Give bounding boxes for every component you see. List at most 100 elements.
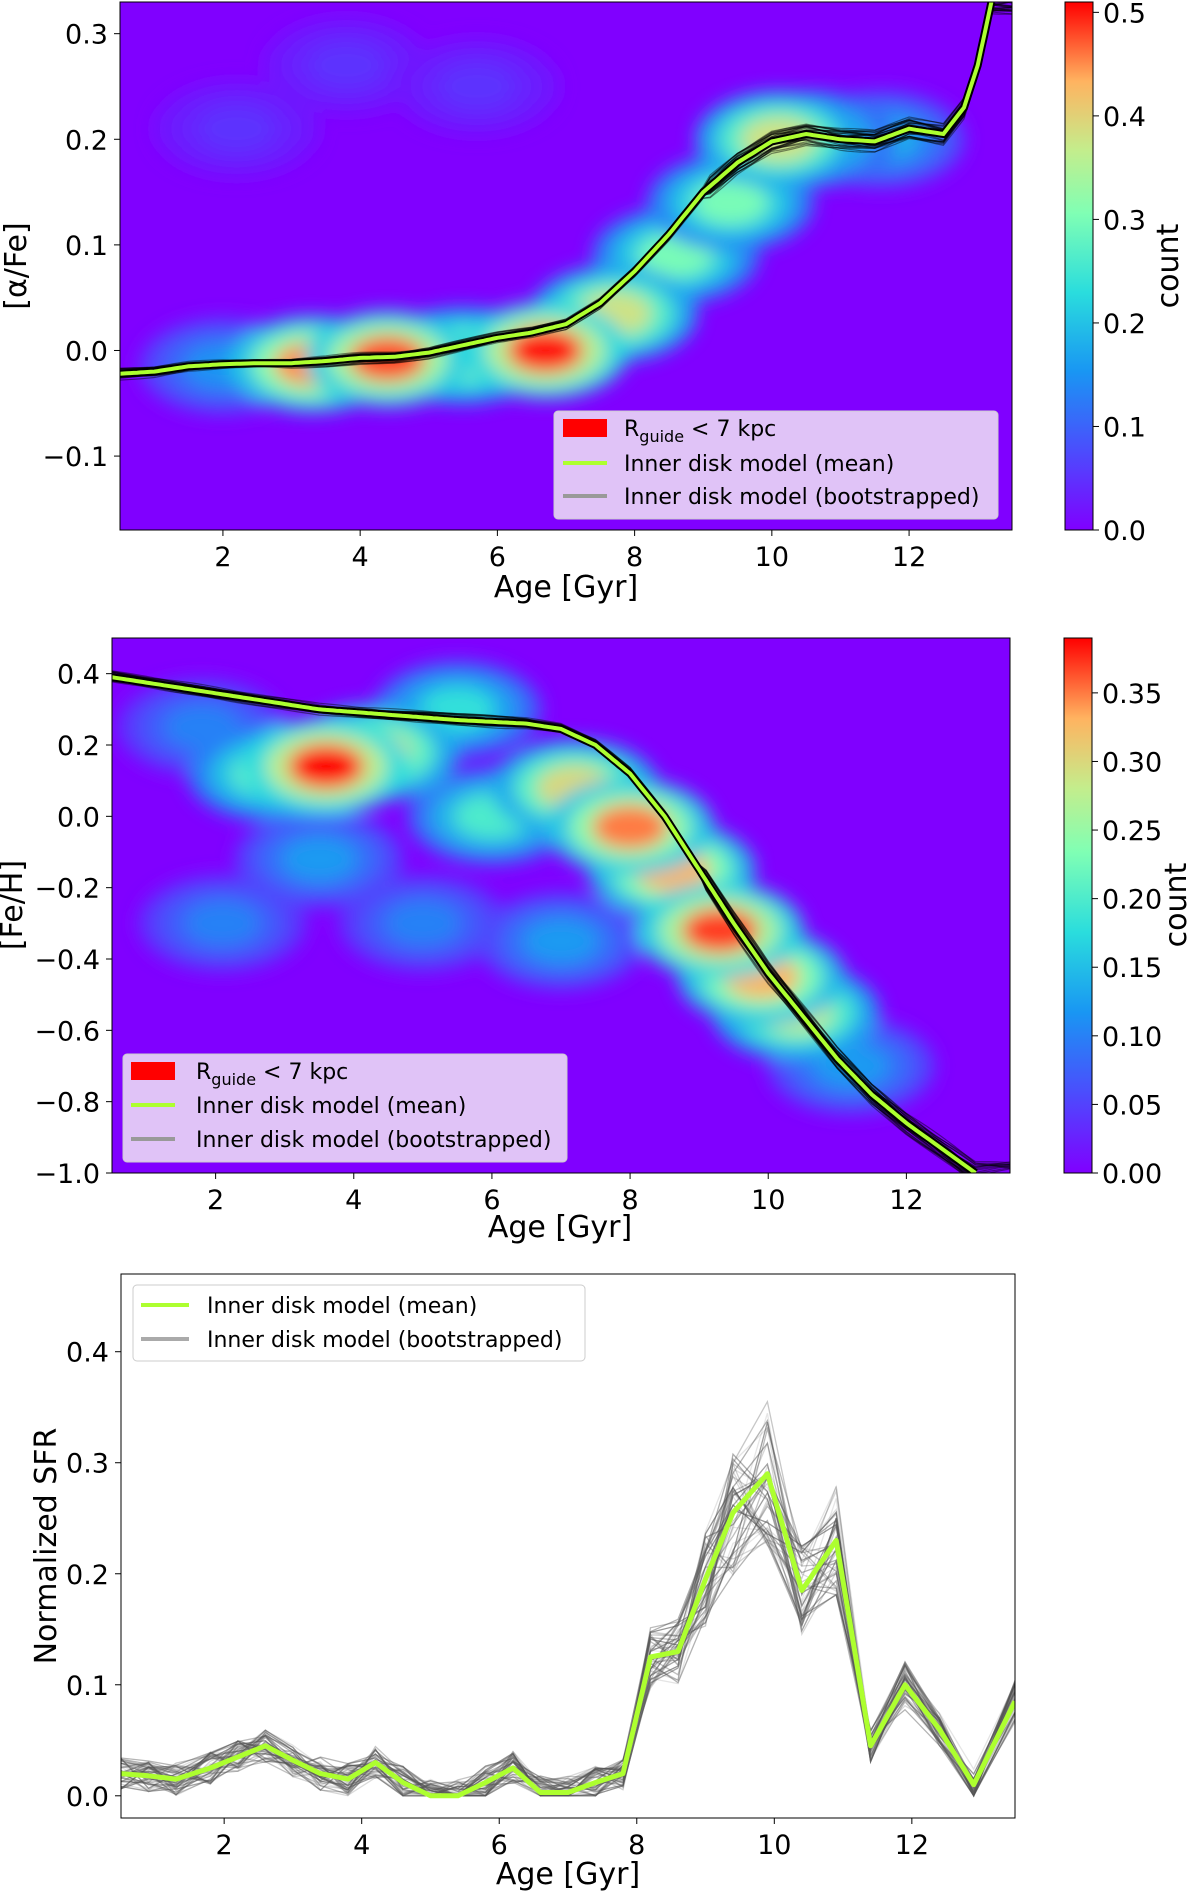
bootstrap-curve (121, 1413, 1015, 1797)
bootstrap-curve (121, 1399, 1015, 1797)
alpha-fe-colorbar-gradient (1064, 1, 1094, 531)
fe-h-x-ticks: 2 4 6 8 10 12 (207, 1173, 924, 1216)
bootstrap-curve (121, 1539, 1015, 1797)
alpha-fe-x-ticks: 2 4 6 8 10 12 (214, 530, 926, 573)
fe-h-colorbar: 0.00 0.05 0.10 0.15 0.20 0.25 0.30 0.35 count (1063, 637, 1194, 1190)
alpha-fe-legend-label-2: Inner disk model (mean) (624, 452, 894, 477)
bootstrap-curve (121, 1474, 1015, 1797)
sfr-x-ticks: 2 4 6 8 10 12 (216, 1818, 929, 1861)
y-tick-label: 0.4 (66, 1338, 109, 1369)
x-tick-label: 2 (216, 1830, 233, 1861)
alpha-fe-legend: Rguide < 7 kpc Inner disk model (mean) I… (553, 410, 999, 520)
x-tick-label: 12 (889, 1185, 923, 1216)
colorbar-tick-label: 0.10 (1102, 1022, 1162, 1053)
alpha-fe-colorbar: 0.0 0.1 0.2 0.3 0.4 0.5 count (1064, 0, 1186, 547)
density-blob (308, 43, 385, 88)
colorbar-tick-label: 0.15 (1102, 953, 1162, 984)
y-tick-label: −0.4 (34, 945, 100, 976)
sfr-x-label: Age [Gyr] (496, 1857, 640, 1892)
fe-h-legend-box (122, 1053, 568, 1163)
density-blob (384, 901, 461, 946)
x-tick-label: 2 (214, 542, 231, 573)
density-blob (592, 805, 669, 850)
sfr-y-label: Normalized SFR (29, 1428, 64, 1665)
colorbar-tick-label: 0.4 (1103, 102, 1146, 133)
fe-h-y-ticks: −1.0 −0.8 −0.6 −0.4 −0.2 0.0 0.2 0.4 (34, 660, 112, 1190)
colorbar-tick-label: 0.35 (1102, 679, 1162, 710)
y-tick-label: 0.2 (65, 125, 108, 156)
sfr-legend: Inner disk model (mean) Inner disk model… (132, 1284, 586, 1362)
sfr-y-ticks: 0.0 0.1 0.2 0.3 0.4 (66, 1338, 121, 1813)
fe-h-legend-label-1: Rguide < 7 kpc (196, 1060, 348, 1089)
y-tick-label: 0.3 (65, 20, 108, 51)
alpha-fe-frame (119, 1, 1013, 531)
sfr-legend-box (132, 1284, 586, 1362)
alpha-fe-colorbar-label: count (1151, 223, 1186, 308)
colorbar-tick-label: 0.2 (1103, 309, 1146, 340)
density-blob (523, 919, 599, 964)
x-tick-label: 12 (895, 1830, 929, 1861)
alpha-fe-y-label: [α/Fe] (0, 222, 34, 309)
x-tick-label: 4 (345, 1185, 362, 1216)
bootstrap-curve (121, 1505, 1015, 1797)
x-tick-label: 8 (626, 542, 643, 573)
y-tick-label: 0.3 (66, 1449, 109, 1480)
density-blob (692, 180, 769, 225)
fe-h-colorbar-label: count (1159, 862, 1194, 947)
alpha-fe-y-ticks: −0.1 0.0 0.1 0.2 0.3 (42, 20, 120, 473)
fe-h-legend-label-2: Inner disk model (mean) (196, 1094, 466, 1119)
y-tick-label: 0.2 (57, 731, 100, 762)
sfr-legend-label-1: Inner disk model (mean) (207, 1294, 477, 1319)
fe-h-panel: 2 4 6 8 10 12 −1.0 −0.8 −0.6 −0.4 −0.2 0.0 0.2 0.4 A… (0, 637, 1194, 1245)
sfr-mean-curve (121, 1471, 1015, 1799)
x-tick-label: 12 (892, 542, 926, 573)
density-blob (288, 744, 365, 789)
x-tick-label: 8 (628, 1830, 645, 1861)
x-tick-label: 10 (755, 542, 789, 573)
fe-h-frame (111, 637, 1011, 1174)
alpha-fe-colorbar-ticks: 0.0 0.1 0.2 0.3 0.4 0.5 (1093, 0, 1146, 547)
x-tick-label: 8 (621, 1185, 638, 1216)
y-tick-label: 0.2 (66, 1560, 109, 1591)
y-tick-label: −0.2 (34, 874, 100, 905)
x-tick-label: 4 (352, 542, 369, 573)
x-tick-label: 4 (353, 1830, 370, 1861)
alpha-fe-panel: 2 4 6 8 10 12 −0.1 0.0 0.1 0.2 0.3 Age [Gyr] [α/F… (0, 0, 1186, 605)
fe-h-colorbar-gradient (1063, 637, 1093, 1174)
bootstrap-curve (121, 1486, 1015, 1798)
alpha-fe-mean-curve (120, 2, 994, 376)
alpha-fe-legend-label-1: Rguide < 7 kpc (624, 417, 776, 446)
colorbar-tick-label: 0.0 (1103, 516, 1146, 547)
bootstrap-curve (121, 1440, 1015, 1797)
fe-h-density (118, 660, 935, 1115)
colorbar-tick-label: 0.3 (1103, 205, 1146, 236)
colorbar-tick-label: 0.1 (1103, 412, 1146, 443)
y-tick-label: −1.0 (34, 1159, 100, 1190)
density-blob (198, 106, 275, 151)
colorbar-tick-label: 0.20 (1102, 885, 1162, 916)
y-tick-label: 0.1 (65, 231, 108, 262)
colorbar-tick-label: 0.5 (1103, 0, 1146, 29)
bootstrap-curve (121, 1418, 1015, 1797)
density-blob (281, 837, 358, 882)
sfr-panel: 2 4 6 8 10 12 0.0 0.1 0.2 0.3 0.4 Age [Gyr] Norma… (29, 1273, 1016, 1892)
alpha-fe-legend-patch (563, 419, 607, 437)
alpha-fe-legend-box (553, 410, 999, 520)
sfr-frame (120, 1273, 1016, 1819)
bootstrap-curve (121, 1489, 1015, 1797)
x-tick-label: 10 (757, 1830, 791, 1861)
y-tick-label: 0.0 (65, 336, 108, 367)
y-tick-label: 0.0 (57, 802, 100, 833)
x-tick-label: 2 (207, 1185, 224, 1216)
fe-h-colorbar-ticks: 0.00 0.05 0.10 0.15 0.20 0.25 0.30 0.35 (1092, 679, 1162, 1190)
fe-h-mean-curve (112, 675, 977, 1173)
x-tick-label: 6 (491, 1830, 508, 1861)
y-tick-label: −0.1 (42, 442, 108, 473)
colorbar-tick-label: 0.25 (1102, 816, 1162, 847)
sfr-legend-label-2: Inner disk model (bootstrapped) (207, 1328, 562, 1353)
density-blob (681, 908, 758, 953)
alpha-fe-x-label: Age [Gyr] (494, 570, 638, 605)
bootstrap-curve (121, 1529, 1015, 1798)
bootstrap-curve (121, 1473, 1015, 1798)
